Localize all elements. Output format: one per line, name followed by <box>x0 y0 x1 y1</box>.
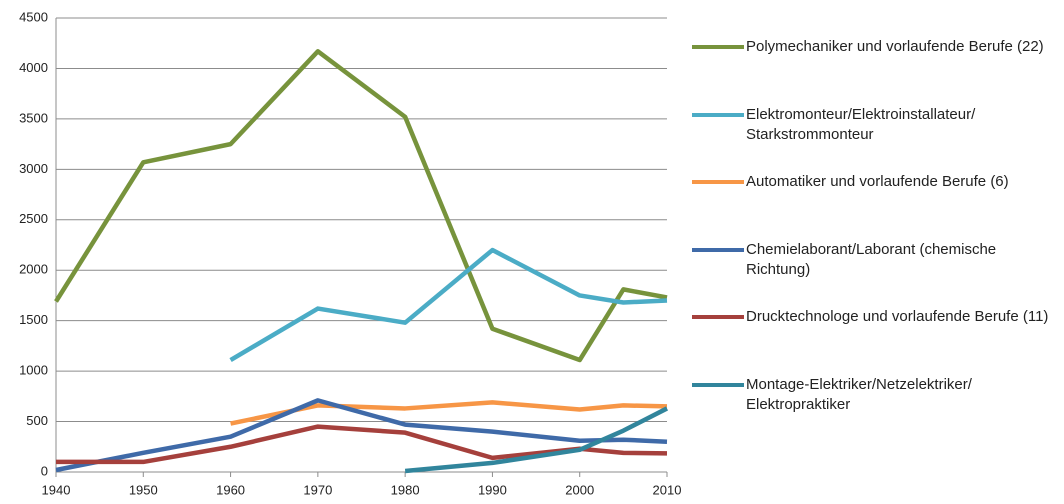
legend-swatch <box>692 112 744 117</box>
series-line <box>230 400 668 426</box>
x-tick-label: 2000 <box>565 482 594 497</box>
legend-swatch <box>692 180 744 184</box>
x-tick-label: 1950 <box>129 482 158 497</box>
legend-label: Polymechaniker und vorlaufende Berufe (2… <box>746 38 1044 55</box>
legend-label: Automatiker und vorlaufende Berufe (6) <box>746 173 1009 190</box>
series-line <box>55 398 668 473</box>
legend-label: Elektromonteur/Elektroinstallateur/ Star… <box>746 105 976 143</box>
series-line <box>229 247 668 362</box>
y-tick-label: 500 <box>26 413 48 428</box>
x-tick-label: 2010 <box>653 482 682 497</box>
legend-label: Chemielaborant/Laborant (chemische Richt… <box>746 240 997 278</box>
y-tick-label: 3000 <box>19 161 48 176</box>
legend-swatch <box>692 45 744 49</box>
x-tick-label: 1970 <box>303 482 332 497</box>
legend-entry: Drucktechnologe und vorlaufende Berufe (… <box>692 307 1062 327</box>
y-tick-label: 1000 <box>19 363 48 378</box>
x-tick-label: 1980 <box>391 482 420 497</box>
y-tick-label: 1500 <box>19 312 48 327</box>
legend-label: Drucktechnologe und vorlaufende Berufe (… <box>746 308 1049 325</box>
y-tick-label: 3500 <box>19 110 48 125</box>
legend-label: Montage-Elektriker/Netzelektriker/ Elekt… <box>746 375 972 413</box>
series-line <box>54 49 668 363</box>
x-tick-label: 1940 <box>42 482 71 497</box>
y-tick-label: 2500 <box>19 211 48 226</box>
y-tick-label: 2000 <box>19 262 48 277</box>
x-tick-label: 1960 <box>216 482 245 497</box>
legend-entry: Automatiker und vorlaufende Berufe (6) <box>692 172 1062 192</box>
legend-swatch <box>692 315 744 319</box>
series-line <box>56 424 668 465</box>
y-tick-label: 4000 <box>19 60 48 75</box>
legend-entry: Elektromonteur/Elektroinstallateur/ Star… <box>692 105 1062 145</box>
legend-swatch <box>692 382 744 387</box>
legend-entry: Chemielaborant/Laborant (chemische Richt… <box>692 240 1062 280</box>
y-tick-label: 0 <box>41 463 48 478</box>
legend-entry: Polymechaniker und vorlaufende Berufe (2… <box>692 37 1062 57</box>
legend-entry: Montage-Elektriker/Netzelektriker/ Elekt… <box>692 375 1062 415</box>
y-tick-label: 4500 <box>19 9 48 24</box>
legend-swatch <box>692 247 744 252</box>
series-line <box>404 406 669 474</box>
x-tick-label: 1990 <box>478 482 507 497</box>
